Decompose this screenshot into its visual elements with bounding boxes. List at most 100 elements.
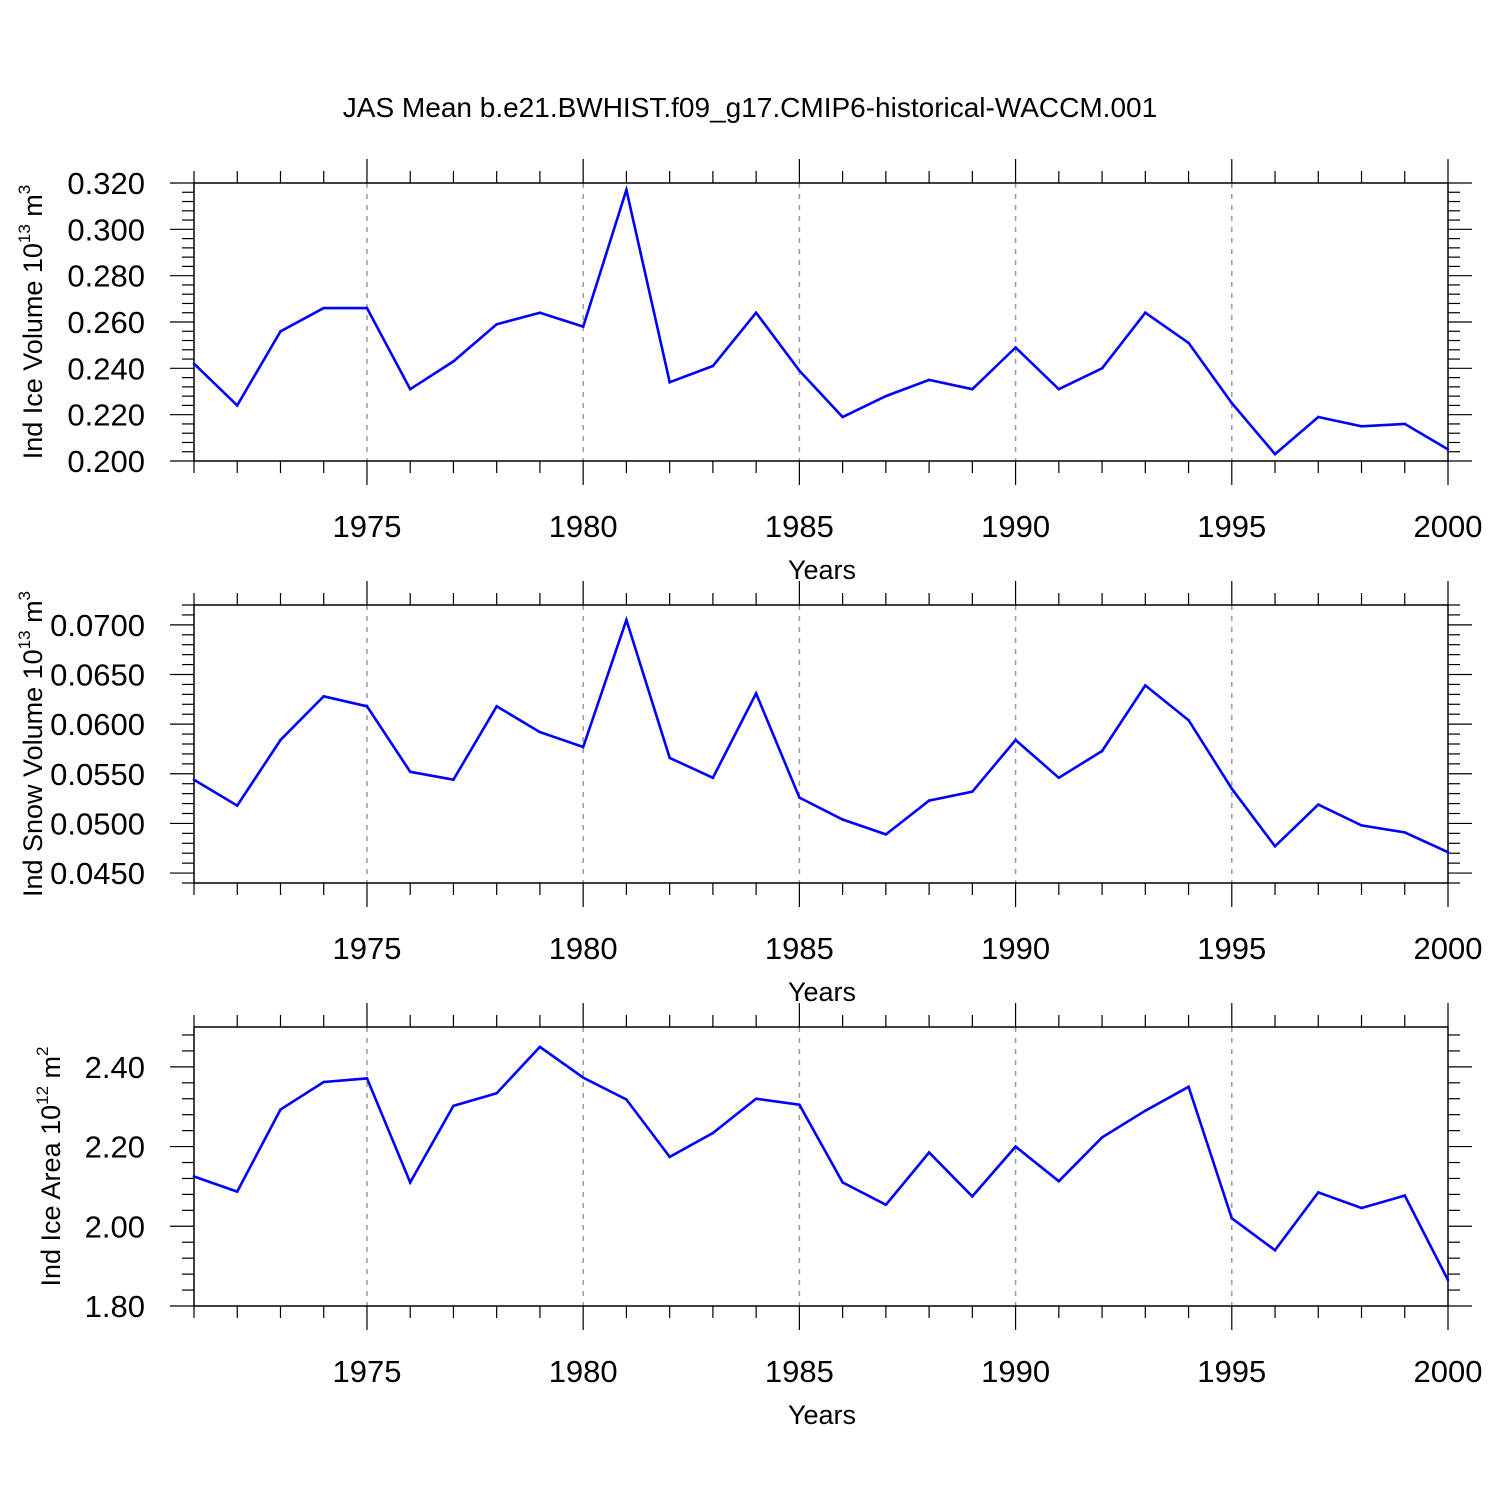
data-point <box>1100 1136 1104 1139</box>
x-tick-label: 1990 <box>981 509 1050 544</box>
y-axis-label: Ind Snow Volume 1013 m3 <box>15 591 48 897</box>
data-point <box>625 618 628 622</box>
data-point <box>1100 367 1104 370</box>
data-point <box>927 799 931 802</box>
data-point <box>711 1131 715 1135</box>
data-point <box>971 387 974 391</box>
data-point <box>408 387 412 391</box>
y-tick-label: 0.0500 <box>50 806 145 841</box>
data-point <box>798 369 801 372</box>
data-point <box>1360 1206 1363 1210</box>
data-point <box>1057 1179 1061 1183</box>
data-point <box>1273 1248 1277 1252</box>
x-tick-label: 1975 <box>332 931 401 966</box>
data-point <box>1144 311 1147 315</box>
y-tick-label: 2.20 <box>85 1130 145 1165</box>
y-axis-label-exponent: 12 <box>33 1086 52 1105</box>
y-tick-label: 0.0600 <box>50 707 145 742</box>
data-point <box>1273 452 1277 456</box>
data-point <box>841 415 844 419</box>
panel-snow-volume: 0.0450 0.0500 0.0550 0.0600 0.0650 0.0700 1975… <box>15 581 1482 1007</box>
x-tick-label: 1995 <box>1197 509 1266 544</box>
data-point <box>408 1181 412 1184</box>
data-point <box>581 745 585 749</box>
x-tick-label: 1990 <box>981 931 1050 966</box>
data-point <box>365 704 369 708</box>
panel-ice-area: 1.80 2.00 2.20 2.40 1975 1980 1985 1990 1995 2000… <box>33 1003 1482 1430</box>
data-point <box>1057 387 1061 391</box>
y-tick-label: 0.220 <box>67 398 145 433</box>
data-point <box>495 323 498 326</box>
data-point <box>927 1151 931 1154</box>
data-point <box>192 362 196 366</box>
data-point <box>971 790 974 793</box>
data-point <box>754 692 758 695</box>
data-point <box>971 1195 974 1198</box>
data-point <box>1014 738 1017 742</box>
x-axis-label: Years <box>788 1400 856 1430</box>
data-point <box>668 1155 671 1159</box>
y-axis-label-main: Ind Ice Area 10 <box>36 1105 66 1287</box>
data-point <box>625 1098 628 1101</box>
y-axis-label-unit: m <box>18 194 48 224</box>
data-point <box>1316 803 1320 806</box>
data-point <box>235 404 239 407</box>
y-tick-label: 0.0700 <box>50 608 145 643</box>
data-point <box>538 1045 542 1049</box>
y-axis-label-exponent: 13 <box>15 630 34 649</box>
y-tick-label: 0.0650 <box>50 658 145 693</box>
data-point <box>192 1175 196 1178</box>
data-point <box>798 796 801 799</box>
data-point <box>668 756 671 760</box>
data-point <box>1057 776 1061 780</box>
series-line <box>193 615 1449 854</box>
x-tick-label: 1995 <box>1197 1354 1266 1389</box>
x-tick-label: 1980 <box>549 1354 618 1389</box>
data-point <box>452 778 455 782</box>
data-point <box>1230 787 1234 790</box>
data-point <box>798 1103 801 1107</box>
y-axis-label: Ind Ice Volume 1013 m3 <box>15 185 48 460</box>
data-point <box>581 1076 585 1079</box>
y-tick-label: 0.320 <box>67 166 145 201</box>
data-point <box>841 1181 844 1184</box>
y-tick-label: 0.240 <box>67 351 145 386</box>
data-point <box>192 778 196 782</box>
y-tick-label: 0.0450 <box>50 856 145 891</box>
data-point <box>452 1104 455 1108</box>
data-point <box>668 380 671 384</box>
x-axis-label: Years <box>788 555 856 585</box>
data-point <box>279 1108 282 1111</box>
y-axis-label-exponent: 13 <box>15 224 34 243</box>
data-point <box>495 1091 498 1095</box>
x-tick-label: 2000 <box>1414 509 1483 544</box>
data-point <box>1403 831 1407 834</box>
data-point <box>711 776 715 780</box>
data-point <box>625 188 628 192</box>
y-tick-label: 2.40 <box>85 1050 145 1085</box>
y-tick-label: 0.200 <box>67 444 145 479</box>
data-point <box>1446 850 1450 854</box>
data-point <box>322 1080 326 1084</box>
data-point <box>927 378 931 382</box>
data-point <box>1230 1217 1234 1220</box>
y-axis-label-unit-exponent: 3 <box>15 185 34 194</box>
y-axis-label-unit-exponent: 3 <box>15 591 34 600</box>
y-tick-label: 1.80 <box>85 1289 145 1324</box>
data-point <box>365 1077 369 1080</box>
data-point <box>1014 1145 1017 1148</box>
data-point <box>1187 718 1190 722</box>
data-point <box>1360 824 1363 827</box>
figure-title: JAS Mean b.e21.BWHIST.f09_g17.CMIP6-hist… <box>342 92 1158 123</box>
x-axis-label: Years <box>788 977 856 1007</box>
data-point <box>884 833 888 836</box>
data-point <box>538 311 542 315</box>
data-point <box>1187 1085 1190 1089</box>
y-axis-label: Ind Ice Area 1012 m2 <box>33 1046 66 1286</box>
x-tick-label: 2000 <box>1414 1354 1483 1389</box>
data-point <box>279 738 282 742</box>
data-point <box>1144 1109 1147 1112</box>
y-tick-label: 0.260 <box>67 305 145 340</box>
data-point <box>1360 424 1363 428</box>
